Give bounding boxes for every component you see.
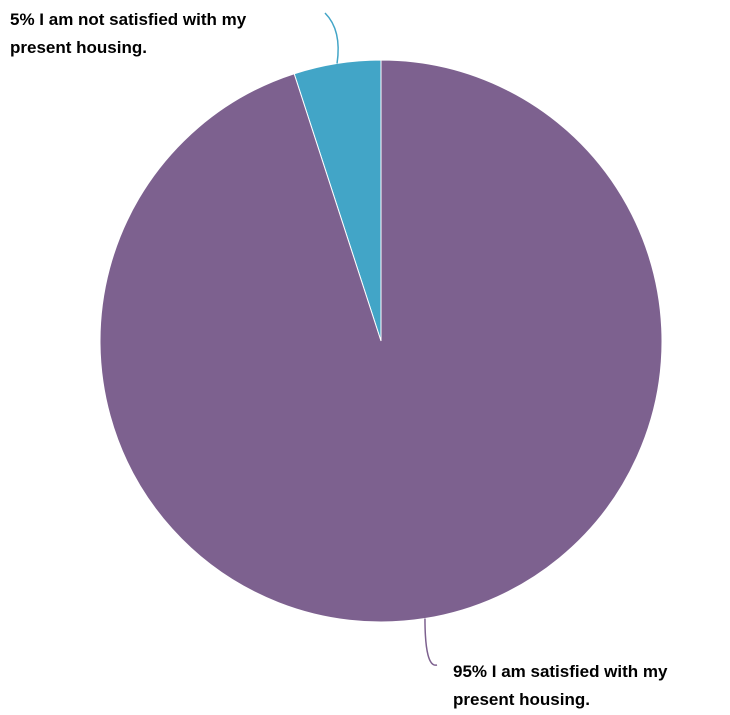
slice-label-satisfied-line-1: 95% I am satisfied with my [453,662,668,681]
leader-line-satisfied [424,618,438,666]
pie-slice-satisfied [99,59,663,623]
leader-lines [324,12,438,666]
slice-label-not-satisfied: 5% I am not satisfied with my present ho… [10,10,251,57]
leader-line-not-satisfied [324,12,339,64]
slice-label-not-satisfied-line-1: 5% I am not satisfied with my [10,10,247,29]
slice-label-satisfied: 95% I am satisfied with my present housi… [453,662,672,709]
slice-label-satisfied-line-2: present housing. [453,690,590,709]
pie-slices [99,59,663,623]
slice-label-not-satisfied-line-2: present housing. [10,38,147,57]
